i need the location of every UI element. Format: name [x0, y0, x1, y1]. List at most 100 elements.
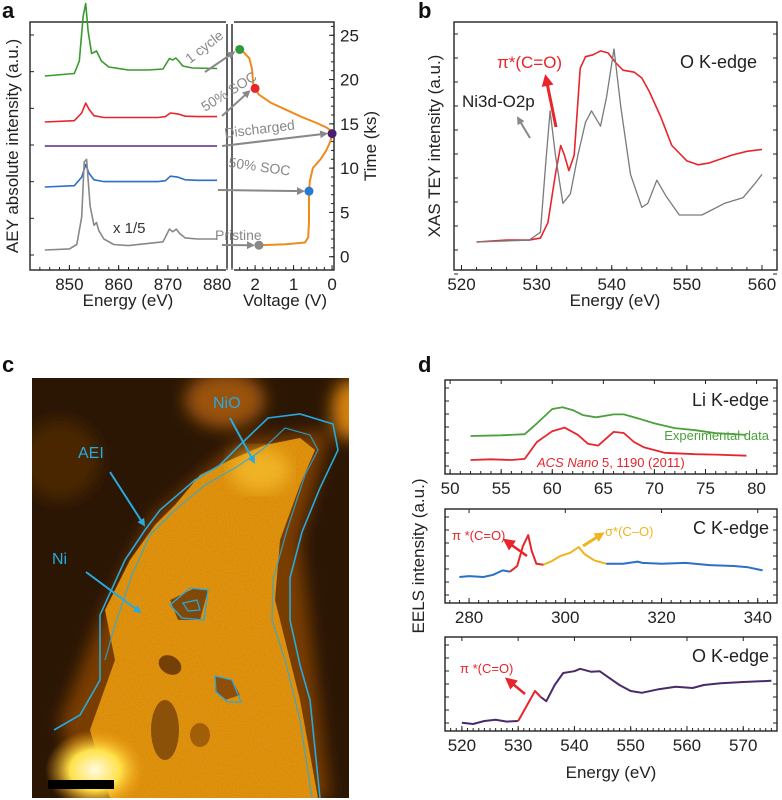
b-xtick-label: 530 [522, 275, 550, 294]
a-voltage-xtick-label: 0 [327, 275, 336, 294]
d-o-pi-arrow [504, 677, 526, 695]
spectra-xlabel: Energy (eV) [83, 291, 174, 310]
d-c-pi-label: π *(C=O) [452, 528, 505, 543]
void-outline-lower [214, 675, 242, 703]
a-marker-pristine [254, 240, 264, 250]
a-spectrum-pristine [44, 158, 218, 251]
d-o-xtick-label: 530 [504, 736, 532, 755]
b-arrow-red [541, 74, 558, 128]
b-annotation-ni3d-o2p: Ni3d-O2p [462, 92, 535, 111]
a-spectrum-1-cycle [44, 2, 218, 77]
a-arrow-2 [221, 130, 329, 147]
a-arrow-label: 1 cycle [182, 27, 226, 67]
d-o-xtick-label: 540 [560, 736, 588, 755]
a-voltage-xtick-label: 2 [250, 275, 259, 294]
a-time-ytick-label: 25 [340, 26, 359, 45]
a-arrow-1 [221, 90, 251, 117]
panel-c-nickel-map: NiO AEI Ni [32, 378, 349, 798]
aei-outline-outer [53, 413, 339, 798]
d-c-xtick-label: 340 [744, 608, 772, 627]
a-arrow-label: 50% SOC [228, 154, 292, 179]
b-series-red [476, 50, 763, 243]
d-li-xtick-label: 75 [696, 479, 715, 498]
d-o-series-2 [540, 667, 772, 703]
scale-annotation: x 1/5 [113, 220, 146, 237]
b-arrow-grey [516, 116, 531, 139]
a-spectra-xtick-label: 850 [55, 275, 83, 294]
d-c-xtick-label: 300 [551, 608, 579, 627]
panel-d: 50 55 60 65 70 75 80 280 300 320 340 520 530 540 550 56… [409, 379, 778, 782]
d-li-xtick-label: 55 [492, 479, 511, 498]
a-time-ytick-label: 0 [340, 248, 349, 267]
a-spectrum-50-soc-discharge- [44, 163, 218, 188]
a-spectra-xtick-label: 860 [104, 275, 132, 294]
d-li-series-reference [470, 426, 747, 461]
d-c-xtick-label: 320 [647, 608, 675, 627]
d-xlabel: Energy (eV) [566, 763, 657, 782]
b-annotation-pi-co: π*(C=O) [497, 53, 562, 72]
a-spectrum-50-soc-charge- [44, 102, 218, 123]
d-c-sigma-arrow [582, 532, 605, 548]
d-li-xtick-label: 50 [441, 479, 460, 498]
a-marker-1-cycle [235, 44, 245, 54]
voltage-axes-frame [231, 21, 335, 271]
d-o-series-1 [517, 690, 542, 722]
voltage-xlabel: Voltage (V) [243, 291, 327, 310]
ni-outline-inner [104, 427, 319, 798]
d-c-series-3 [606, 560, 763, 572]
a-arrow-label: 50% SOC [198, 68, 259, 115]
b-axes-frame [453, 21, 778, 271]
label-aei: AEI [78, 445, 104, 462]
time-ylabel: Time (ks) [361, 111, 380, 181]
a-marker-50-soc [304, 186, 314, 196]
void-outline-small [182, 599, 201, 612]
b-xtick-label: 540 [598, 275, 626, 294]
a-time-ytick-label: 10 [340, 159, 359, 178]
b-ylabel: XAS TEY intensity (a.u.) [425, 55, 444, 238]
a-time-ytick-label: 5 [340, 203, 349, 222]
d-o-xtick-label: 560 [673, 736, 701, 755]
d-o-series-0 [461, 718, 519, 725]
d-reference-journal: ACS Nano [536, 455, 598, 470]
a-marker-50-soc [250, 83, 260, 93]
d-legend-li-k-edge: Li K-edge [692, 390, 769, 410]
d-li-xtick-label: 65 [594, 479, 613, 498]
a-marker-discharged [327, 129, 337, 139]
d-o-xtick-label: 570 [729, 736, 757, 755]
b-xtick-label: 550 [673, 275, 701, 294]
d-ylabel: EELS intensity (a.u.) [409, 479, 428, 634]
b-xtick-label: 520 [447, 275, 475, 294]
d-li-xtick-label: 70 [645, 479, 664, 498]
a-arrow-3 [217, 187, 305, 196]
a-arrow-label: Pristine [215, 227, 262, 243]
b-series-grey [476, 48, 763, 243]
panel-label-b: b [418, 0, 431, 23]
d-c-series-1 [509, 534, 544, 573]
a-arrow-0 [204, 51, 236, 73]
d-legend-c-k-edge: C K-edge [693, 518, 769, 538]
d-c-xtick-label: 280 [455, 608, 483, 627]
scale-bar [48, 780, 114, 789]
d-c-pi-arrow [502, 538, 528, 558]
d-experimental-data-label: Experimental data [664, 428, 770, 443]
a-arrow-label: Discharged [223, 116, 295, 141]
arrow-ni [85, 571, 142, 614]
spectra-ylabel: AEY absolute intensity (a.u.) [3, 39, 22, 253]
panel-label-a: a [2, 0, 15, 23]
arrow-aei [109, 471, 146, 527]
d-reference-citation: 5, 1190 (2011) [598, 455, 684, 470]
arrow-nio [229, 417, 255, 464]
panel-b: 520 530 540 550 560 Energy (eV) XAS TEY inte… [425, 21, 778, 310]
a-time-ytick-label: 15 [340, 115, 359, 134]
a-voltage-xtick-label: 1 [289, 275, 298, 294]
void-outline [169, 587, 209, 621]
panel-label-d: d [418, 352, 431, 377]
d-c-sigma-label: σ*(C–O) [605, 524, 653, 539]
d-c-series-2 [543, 546, 607, 566]
a-spectra-xtick-label: 880 [203, 275, 231, 294]
label-ni: Ni [52, 551, 67, 568]
label-nio: NiO [213, 395, 241, 412]
d-o-xtick-label: 520 [448, 736, 476, 755]
